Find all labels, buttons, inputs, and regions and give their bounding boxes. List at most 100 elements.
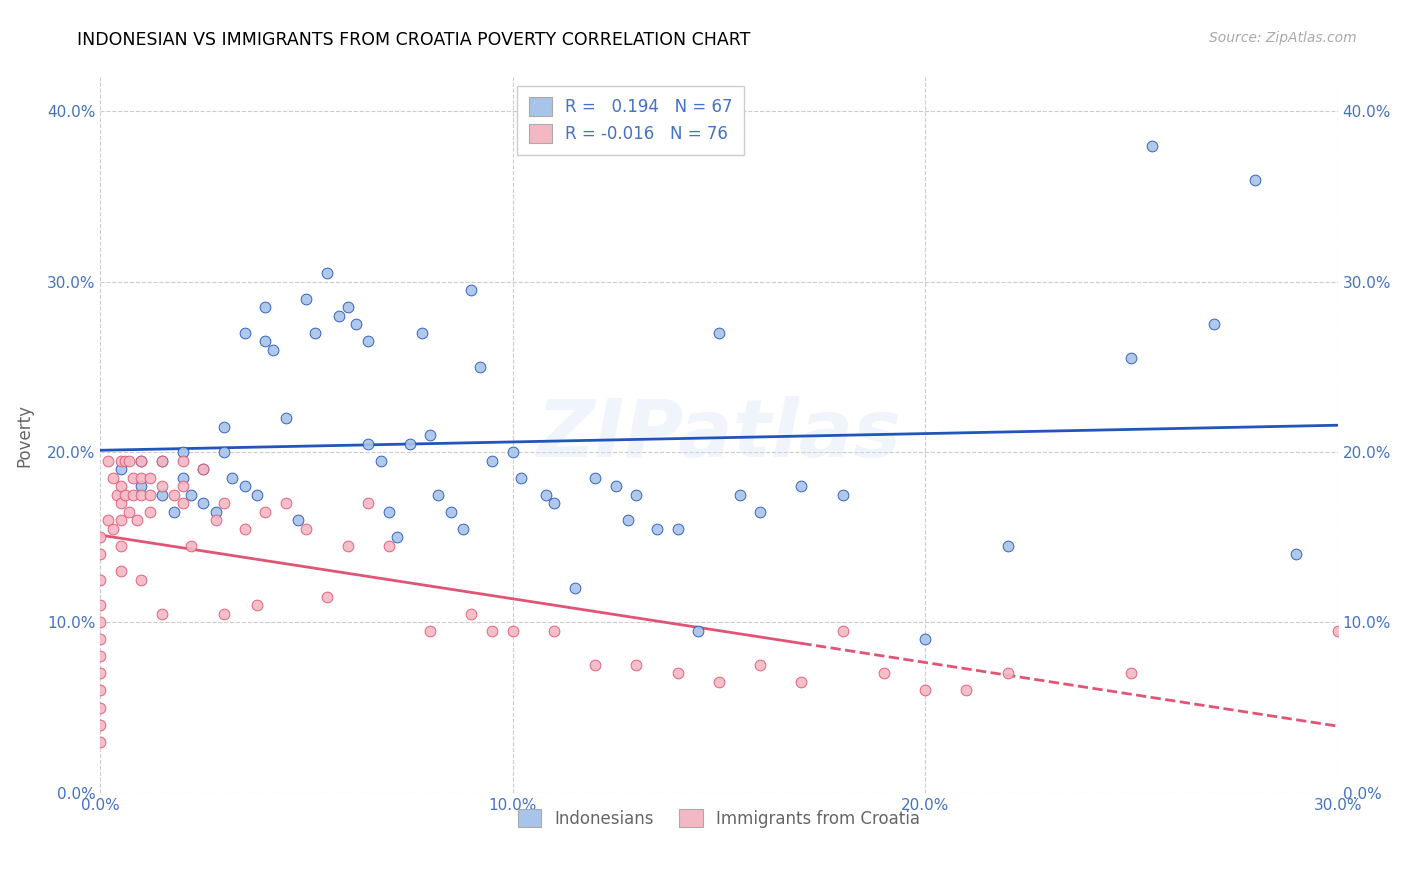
Point (914, 632, 936, 647)
Point (626, 488, 648, 502)
Point (427, 488, 450, 502)
Point (502, 624, 524, 638)
Point (212, 445, 235, 459)
Point (997, 666, 1019, 681)
Point (1140, 138, 1163, 153)
Point (645, 522, 668, 536)
Point (172, 453, 194, 467)
Point (89, 530, 111, 544)
Point (626, 657, 648, 672)
Point (316, 590, 339, 604)
Point (110, 479, 132, 493)
Point (481, 453, 503, 467)
Point (246, 488, 269, 502)
Point (790, 675, 813, 690)
Point (254, 505, 277, 519)
Point (749, 505, 772, 519)
Point (295, 522, 318, 536)
Point (110, 513, 132, 527)
Legend: Indonesians, Immigrants from Croatia: Indonesians, Immigrants from Croatia (512, 803, 927, 834)
Point (1121, 666, 1143, 681)
Point (344, 318, 367, 332)
Point (370, 453, 392, 467)
Point (790, 479, 813, 493)
Point (89, 700, 111, 714)
Point (246, 599, 269, 613)
Point (357, 334, 380, 349)
Point (378, 539, 401, 553)
Point (955, 683, 977, 698)
Point (336, 539, 359, 553)
Point (378, 505, 401, 519)
Point (357, 496, 380, 510)
Point (150, 453, 173, 467)
Point (873, 666, 896, 681)
Point (97, 453, 120, 467)
Point (707, 675, 730, 690)
Point (110, 564, 132, 578)
Point (1285, 547, 1308, 561)
Point (204, 505, 226, 519)
Point (287, 513, 309, 527)
Point (89, 547, 111, 561)
Point (233, 522, 256, 536)
Point (481, 624, 503, 638)
Point (274, 411, 297, 425)
Point (110, 539, 132, 553)
Point (193, 462, 215, 476)
Point (387, 530, 409, 544)
Point (411, 326, 433, 340)
Text: INDONESIAN VS IMMIGRANTS FROM CROATIA POVERTY CORRELATION CHART: INDONESIAN VS IMMIGRANTS FROM CROATIA PO… (77, 31, 751, 49)
Point (914, 683, 936, 698)
Point (233, 479, 256, 493)
Point (212, 419, 235, 434)
Point (460, 607, 482, 621)
Point (212, 496, 235, 510)
Point (1244, 172, 1267, 186)
Point (101, 470, 124, 484)
Point (440, 505, 463, 519)
Text: Source: ZipAtlas.com: Source: ZipAtlas.com (1209, 31, 1357, 45)
Point (336, 301, 359, 315)
Point (122, 488, 145, 502)
Point (749, 657, 772, 672)
Point (89, 666, 111, 681)
Point (398, 436, 420, 450)
Point (221, 470, 243, 484)
Point (1202, 318, 1225, 332)
Point (666, 522, 689, 536)
Point (357, 436, 380, 450)
Point (150, 453, 173, 467)
Point (707, 326, 730, 340)
Point (89, 649, 111, 664)
Point (131, 470, 153, 484)
Point (419, 428, 441, 442)
Point (263, 343, 285, 357)
Point (172, 479, 194, 493)
Point (204, 513, 226, 527)
Point (180, 539, 202, 553)
Point (139, 488, 162, 502)
Point (89, 734, 111, 748)
Point (122, 470, 145, 484)
Point (118, 453, 141, 467)
Point (131, 453, 153, 467)
Point (254, 301, 277, 315)
Point (460, 283, 482, 297)
Point (468, 359, 491, 374)
Point (502, 445, 524, 459)
Point (316, 266, 339, 280)
Point (131, 488, 153, 502)
Y-axis label: Poverty: Poverty (15, 403, 32, 467)
Point (193, 462, 215, 476)
Point (89, 599, 111, 613)
Point (193, 496, 215, 510)
Point (89, 632, 111, 647)
Point (89, 717, 111, 731)
Point (127, 513, 149, 527)
Point (1326, 624, 1348, 638)
Point (97, 513, 120, 527)
Point (163, 505, 186, 519)
Point (1121, 351, 1143, 366)
Point (543, 496, 565, 510)
